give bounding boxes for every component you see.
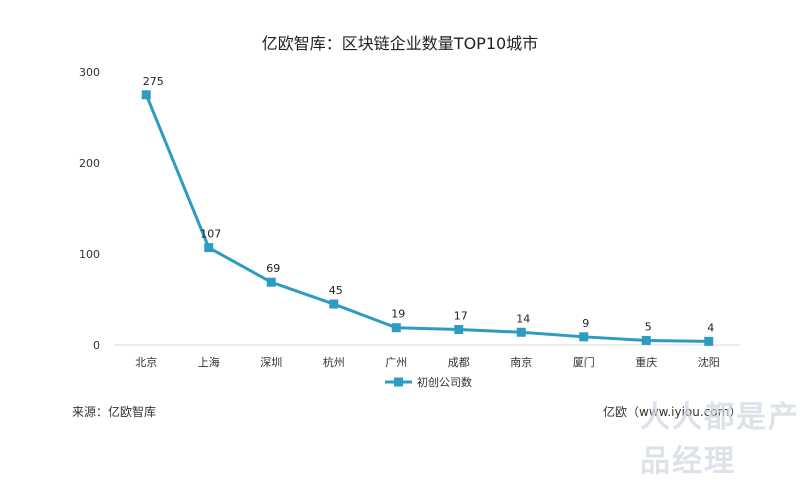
x-tick-label: 厦门 bbox=[573, 355, 595, 369]
x-tick-label: 成都 bbox=[448, 356, 470, 369]
data-point bbox=[704, 337, 713, 346]
legend-label: 初创公司数 bbox=[417, 375, 472, 389]
data-label: 5 bbox=[645, 320, 652, 333]
data-point bbox=[267, 278, 276, 287]
legend-marker bbox=[394, 378, 403, 387]
data-label: 17 bbox=[454, 310, 468, 323]
data-label: 9 bbox=[582, 317, 589, 330]
x-tick-label: 南京 bbox=[510, 355, 532, 369]
y-tick-label: 300 bbox=[79, 66, 100, 79]
data-point bbox=[579, 332, 588, 341]
data-label: 14 bbox=[516, 312, 530, 325]
data-label: 45 bbox=[329, 284, 343, 297]
data-point bbox=[329, 300, 338, 309]
data-point bbox=[642, 336, 651, 345]
y-tick-label: 0 bbox=[93, 339, 100, 352]
x-tick-label: 广州 bbox=[385, 356, 407, 369]
x-tick-label: 上海 bbox=[198, 355, 220, 369]
data-point bbox=[454, 325, 463, 334]
watermark-logo: 人人都是产品经理 bbox=[640, 392, 800, 480]
data-label: 69 bbox=[266, 262, 280, 275]
data-label: 19 bbox=[391, 308, 405, 321]
x-tick-label: 重庆 bbox=[635, 355, 657, 369]
x-tick-label: 深圳 bbox=[260, 356, 282, 369]
x-tick-label: 沈阳 bbox=[698, 355, 720, 369]
series-line bbox=[146, 95, 709, 342]
data-point bbox=[517, 328, 526, 337]
data-point bbox=[204, 243, 213, 252]
y-tick-label: 200 bbox=[79, 157, 100, 170]
data-point bbox=[142, 90, 151, 99]
data-point bbox=[392, 323, 401, 332]
source-label: 来源：亿欧智库 bbox=[72, 403, 156, 420]
x-tick-label: 北京 bbox=[135, 355, 157, 369]
y-tick-label: 100 bbox=[79, 248, 100, 261]
data-label: 275 bbox=[143, 75, 164, 88]
x-tick-label: 杭州 bbox=[323, 355, 345, 369]
data-label: 4 bbox=[707, 321, 714, 334]
data-label: 107 bbox=[200, 228, 221, 241]
